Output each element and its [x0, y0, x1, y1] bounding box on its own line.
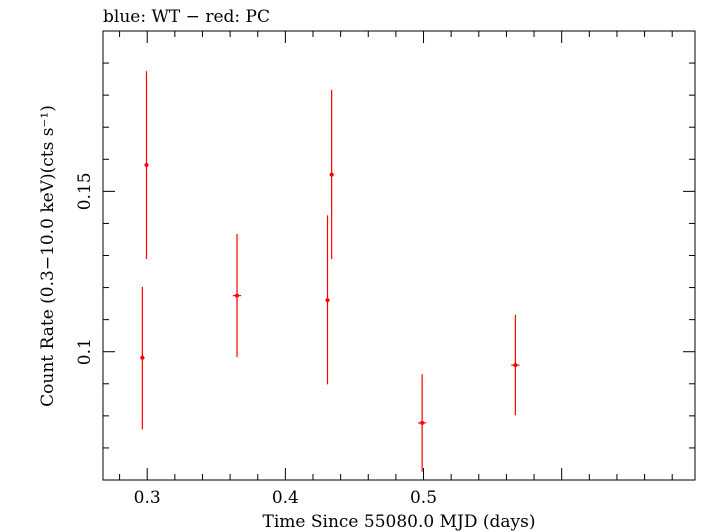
point-marker: [420, 420, 425, 425]
data-point: [140, 286, 145, 430]
point-marker: [140, 355, 145, 360]
point-marker: [513, 363, 518, 368]
point-marker: [144, 163, 149, 168]
point-marker: [329, 172, 334, 177]
data-point: [329, 90, 334, 260]
x-tick-label: 0.3: [134, 488, 161, 508]
x-tick-label: 0.4: [272, 488, 299, 508]
x-axis-label: Time Since 55080.0 MJD (days): [263, 512, 536, 532]
data-points: [140, 71, 520, 472]
y-axis-label: Count Rate (0.3−10.0 keV)(cts s⁻¹): [38, 105, 58, 407]
chart-title: blue: WT − red: PC: [103, 7, 270, 27]
y-tick-label: 0.1: [75, 338, 95, 365]
point-marker: [325, 298, 330, 303]
data-point: [417, 374, 427, 472]
y-tick-labels: 0.1 0.15: [75, 172, 95, 365]
point-marker: [235, 293, 240, 298]
data-point: [511, 314, 520, 416]
x-tick-label: 0.5: [410, 488, 437, 508]
y-tick-label: 0.15: [75, 172, 95, 210]
data-point: [232, 234, 242, 358]
plot-frame: [102, 30, 696, 481]
axis-ticks: [103, 30, 695, 481]
data-point: [144, 71, 149, 260]
x-tick-labels: 0.3 0.4 0.5: [134, 488, 437, 508]
data-point: [325, 215, 330, 385]
